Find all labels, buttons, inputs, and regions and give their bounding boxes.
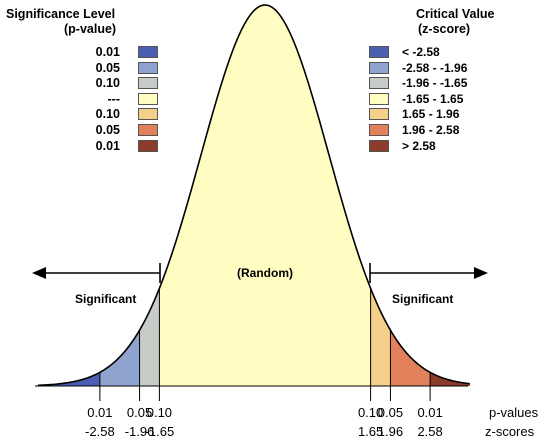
tail-near-right — [370, 288, 391, 386]
p-value-tick-label: 0.05 — [126, 405, 153, 420]
p-value-tick-label: 0.10 — [357, 405, 384, 420]
legend-left-item-label: 0.10 — [95, 107, 120, 122]
legend-right-item-swatch — [369, 124, 389, 136]
left-arrow — [32, 263, 161, 283]
tail-near-left — [139, 288, 160, 386]
legend-left-item-swatch — [138, 92, 158, 105]
center-region — [159, 5, 371, 386]
legend-right-item-swatch — [369, 139, 389, 152]
right-arrow — [369, 263, 488, 283]
legend-right-item-label: 1.96 - 2.58 — [402, 123, 460, 137]
legend-left-item-label: 0.05 — [95, 123, 120, 137]
p-value-tick-label: 0.01 — [87, 405, 113, 420]
p-value-tick-label: 0.01 — [417, 405, 443, 420]
legend-right-title: Critical Value (z-score) — [416, 7, 495, 36]
legend-right-item-label: -1.65 - 1.65 — [402, 91, 464, 106]
legend-left-item-label: 0.01 — [95, 138, 120, 153]
legend-right-item-label: -1.96 - -1.65 — [402, 76, 468, 91]
legend-right-item-swatch — [369, 77, 389, 90]
curve-outline — [37, 4, 470, 387]
legend-right-item-label: 1.65 - 1.96 — [402, 107, 460, 122]
z-score-tick-label: -2.58 — [85, 424, 115, 439]
p-value-tick-label: 0.05 — [377, 405, 404, 420]
z-score-tick-label: -1.96 — [124, 424, 155, 439]
legend-right-item-swatch — [369, 92, 389, 105]
random-label: (Random) — [237, 266, 293, 280]
z-scores-title: z-scores — [485, 424, 535, 439]
legend-left-title: Significance Level (p-value) — [6, 7, 117, 36]
z-score-tick-label: -1.65 — [144, 424, 175, 439]
legend-left-item-swatch — [138, 139, 158, 152]
significant-left-label: Significant — [75, 292, 137, 306]
z-score-tick-label: 1.96 — [377, 424, 404, 439]
legend-right-item-swatch — [369, 108, 389, 121]
z-score-tick-label: 1.65 — [357, 424, 384, 439]
tail-far-left — [37, 372, 100, 386]
legend-right-item-label: -2.58 - -1.96 — [402, 60, 468, 75]
legend-left-item-swatch — [138, 61, 158, 74]
legend-left-item-label: --- — [107, 91, 121, 106]
legend-left-item-swatch — [138, 108, 158, 121]
legend-right-item-swatch — [369, 61, 389, 74]
legend-left-item-swatch — [138, 124, 158, 136]
legend-left-item-swatch — [138, 77, 158, 90]
legend-right-item-swatch — [369, 46, 389, 58]
tail-far-right — [430, 372, 470, 386]
legend-left-item-label: 0.10 — [95, 76, 120, 91]
p-values-title: p-values — [489, 405, 539, 420]
legend-right-item-label: < -2.58 — [402, 45, 440, 59]
legend-right-item-label: > 2.58 — [402, 138, 436, 153]
legend-left-item-swatch — [138, 46, 158, 58]
significant-right-label: Significant — [392, 292, 454, 306]
legend-left-item-label: 0.01 — [95, 45, 120, 59]
p-value-tick-label: 0.10 — [146, 405, 173, 420]
legend-left-item-label: 0.05 — [95, 60, 120, 75]
z-score-tick-label: 2.58 — [417, 424, 443, 439]
